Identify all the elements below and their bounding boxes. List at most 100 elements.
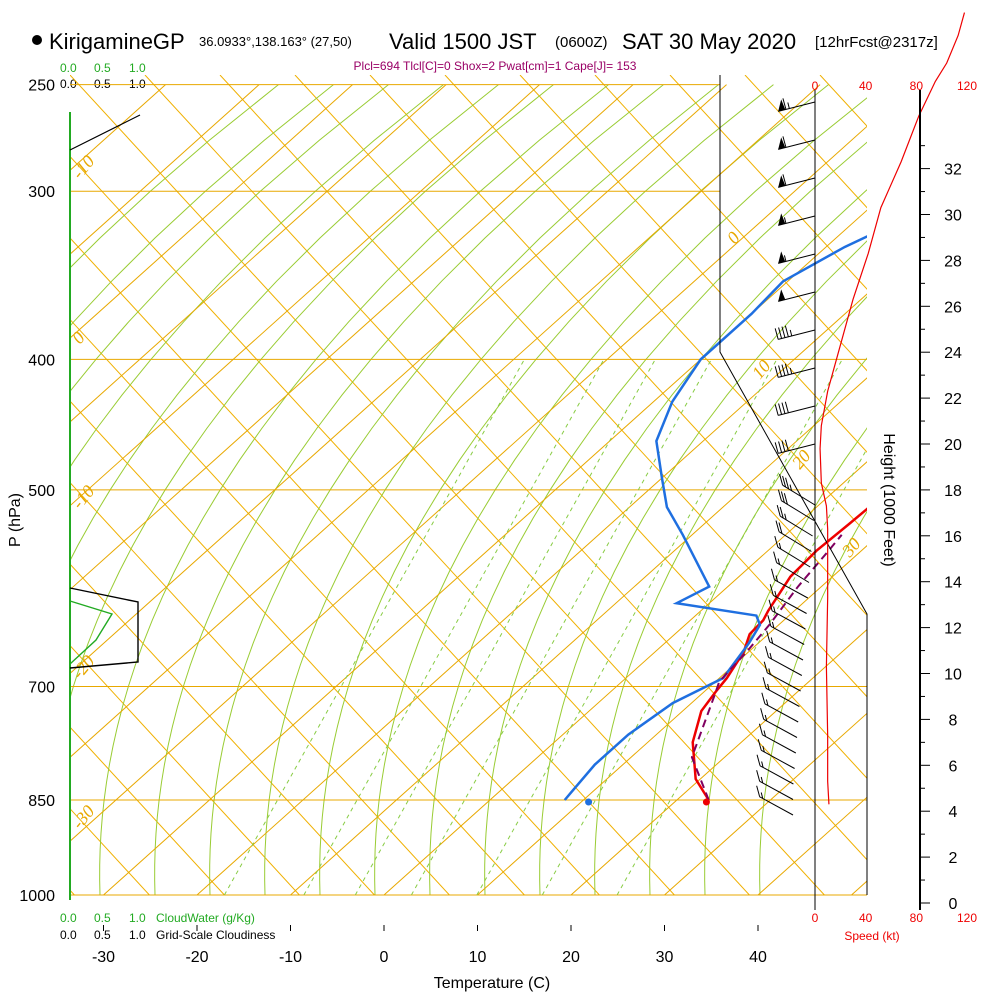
wind-barb-feather (782, 98, 787, 110)
speed-tick-bottom: 120 (957, 911, 977, 925)
pressure-tick-label: 500 (28, 483, 55, 500)
wind-barb-staff (778, 101, 816, 112)
dry-adiabat-line (519, 75, 867, 453)
wind-barb-half-feather (778, 542, 782, 550)
mixing-ratio-line (354, 359, 656, 895)
plot-boundary-line (719, 75, 868, 895)
wind-barb-half-feather (767, 683, 770, 691)
wind-barb-staff (773, 594, 807, 614)
wind-barb-half-feather (789, 367, 793, 375)
temperature-tick-label: -30 (92, 949, 115, 966)
wind-barb-half-feather (764, 714, 768, 722)
wind-barb-feather (762, 677, 767, 689)
cloudiness-tick: 1.0 (129, 928, 146, 942)
wind-barb-staff (764, 703, 799, 723)
height-tick-label: 24 (944, 345, 962, 362)
moist-adiabat-line (539, 240, 867, 895)
speed-tick-top: 40 (859, 79, 873, 93)
wind-barb-half-feather (787, 102, 790, 109)
dry-adiabat-line (144, 75, 867, 861)
wind-barbs (756, 98, 816, 816)
pressure-tick-label: 1000 (19, 888, 55, 905)
wind-barb-feather (780, 491, 785, 503)
moist-adiabat-line (319, 84, 829, 895)
wind-barb-staff (759, 780, 794, 800)
temperature-tick-label: 40 (749, 949, 767, 966)
wind-barb-staff (776, 562, 810, 583)
height-tick-label: 30 (944, 208, 962, 225)
wind-barb-feather (768, 599, 773, 611)
dry-adiabat-line (70, 237, 675, 895)
height-tick-label: 18 (944, 483, 962, 500)
isotherm-line (70, 84, 447, 423)
speed-profile (819, 12, 966, 805)
cloud-water-scale-top: 0.0 0.5 1.0 0.0 0.5 1.0 (60, 61, 146, 91)
mixing-ratio-line (303, 359, 605, 895)
wind-barb-pennant (778, 175, 786, 188)
isotherm-line (570, 628, 867, 895)
cloud-water-profile (69, 112, 141, 900)
pressure-tick-label: 250 (28, 78, 55, 95)
dry-adiabat-line (70, 155, 750, 895)
cloud-water-tick: 0.0 (60, 911, 77, 925)
cloudiness-tick: 0.5 (94, 77, 111, 91)
cloudiness-label: Grid-Scale Cloudiness (156, 928, 275, 942)
wind-barb-staff (774, 579, 809, 599)
wind-barb-feather (761, 692, 766, 704)
cloud-water-tick: 0.5 (94, 61, 111, 75)
moist-adiabat-line (484, 189, 867, 895)
temperature-axis-label: Temperature (C) (434, 975, 550, 992)
cloud-water-tick: 0.5 (94, 911, 111, 925)
cloudiness-tick: 1.0 (129, 77, 146, 91)
wind-barb-staff (761, 749, 795, 769)
moist-adiabat-line (649, 357, 867, 895)
cloud-water-scale-bottom: 0.0 0.5 1.0 CloudWater (g/Kg) 0.0 0.5 1.… (60, 911, 275, 942)
cloudiness-mid (69, 587, 139, 669)
wind-barb-half-feather (783, 217, 787, 224)
wind-barb-feather (756, 754, 761, 766)
wind-barb-staff (768, 656, 803, 676)
wind-barb-feather (766, 630, 771, 642)
wind-barb-half-feather (760, 776, 764, 784)
cloud-water-tick: 0.0 (60, 61, 77, 75)
temperature-tick-label: 20 (562, 949, 580, 966)
mixing-ratio-line (223, 359, 525, 895)
wind-barb-feather (784, 325, 789, 337)
pressure-tick-label: 400 (28, 352, 55, 369)
wind-barb-half-feather (775, 575, 779, 582)
wind-barb-pennant (778, 251, 786, 264)
station-location: 36.0933°,138.163° (27,50) (199, 34, 352, 49)
speed-tick-top: 120 (957, 79, 977, 93)
station-name: KirigamineGP (49, 29, 185, 54)
wind-barb-pennant (778, 137, 786, 150)
dewpoint-line (563, 235, 867, 801)
isotherm-line (70, 84, 260, 255)
wind-barb-feather (782, 475, 787, 488)
wind-barb-feather (779, 506, 784, 519)
height-axis-label: Height (1000 Feet) (880, 433, 897, 566)
temperature-tick-label: 30 (656, 949, 674, 966)
height-tick-label: 6 (949, 758, 958, 775)
wind-barb-staff (778, 291, 816, 302)
mixing-ratio-line (476, 359, 778, 895)
pressure-tick-label: 700 (28, 680, 55, 697)
height-tick-label: 16 (944, 529, 962, 546)
adiabat-lines (70, 75, 867, 895)
wind-barb-feather (756, 770, 761, 782)
wind-barb-feather (774, 442, 779, 454)
wind-barb-staff (759, 796, 794, 816)
cloudiness-tick: 0.0 (60, 77, 77, 91)
height-tick-label: 8 (949, 712, 958, 729)
speed-tick-top: 80 (910, 79, 924, 93)
speed-tick-bottom: 40 (859, 911, 873, 925)
wind-barb-pennant (778, 213, 786, 226)
wind-barb-feather (757, 739, 762, 751)
wind-barb-feather (777, 489, 782, 501)
temperature-line (691, 507, 867, 801)
wind-barb-staff (762, 734, 797, 754)
speed-tick-bottom: 80 (910, 911, 924, 925)
wind-barb-staff (771, 610, 806, 630)
wind-barb-feather (774, 536, 779, 548)
indices-subtitle: Plcl=694 Tlcl[C]=0 Shox=2 Pwat[cm]=1 Cap… (354, 59, 637, 73)
